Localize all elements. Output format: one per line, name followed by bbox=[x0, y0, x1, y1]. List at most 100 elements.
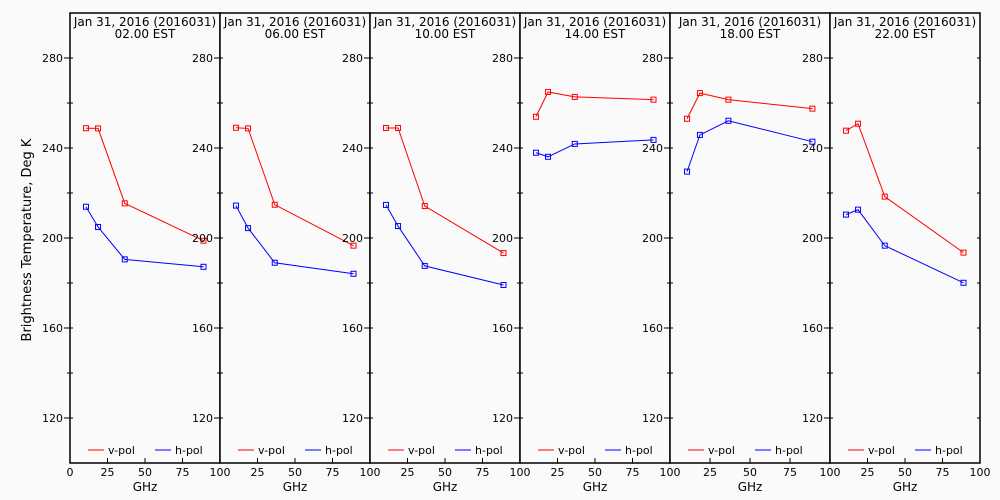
v-pol-point bbox=[571, 93, 578, 100]
y-tick-label: 160 bbox=[342, 322, 363, 335]
x-axis-label: GHz bbox=[583, 480, 608, 494]
panel-frame bbox=[219, 12, 371, 464]
v-pol-point bbox=[881, 193, 888, 200]
y-tick-label: 240 bbox=[192, 142, 213, 155]
v-pol-point bbox=[121, 200, 128, 207]
x-tick-label: 50 bbox=[138, 466, 152, 479]
x-tick-label: 25 bbox=[251, 466, 265, 479]
legend-label: v-pol bbox=[108, 444, 135, 457]
legend-label: v-pol bbox=[708, 444, 735, 457]
h-pol-point bbox=[545, 153, 552, 160]
v-pol-point bbox=[684, 115, 691, 122]
v-pol-line bbox=[535, 91, 654, 117]
x-tick-label: 75 bbox=[626, 466, 640, 479]
x-tick-label: 25 bbox=[861, 466, 875, 479]
h-pol-line bbox=[385, 204, 504, 286]
h-pol-point bbox=[382, 201, 389, 208]
panel-subtitle: 18.00 EST bbox=[720, 27, 781, 41]
h-pol-point bbox=[881, 242, 888, 249]
y-axis-label: Brightness Temperature, Deg K bbox=[20, 138, 35, 341]
y-tick-label: 160 bbox=[42, 322, 63, 335]
y-tick-label: 200 bbox=[492, 232, 513, 245]
panel-6: Jan 31, 2016 (2016031)22.00 EST 120 160 200… bbox=[802, 12, 991, 494]
x-tick-label: 100 bbox=[360, 466, 381, 479]
v-pol-line bbox=[385, 127, 504, 254]
v-pol-point bbox=[232, 124, 239, 131]
h-pol-point bbox=[696, 131, 703, 138]
y-tick-label: 200 bbox=[342, 232, 363, 245]
panel-subtitle: 02.00 EST bbox=[115, 27, 176, 41]
x-tick-label: 100 bbox=[970, 466, 991, 479]
panel-4: Jan 31, 2016 (2016031)14.00 EST 120 160 200… bbox=[492, 12, 681, 494]
x-tick-label: 25 bbox=[101, 466, 115, 479]
x-tick-label: 100 bbox=[210, 466, 231, 479]
panel-subtitle: 14.00 EST bbox=[565, 27, 626, 41]
panel-title: Jan 31, 2016 (2016031) bbox=[678, 15, 821, 29]
v-pol-point bbox=[395, 124, 402, 131]
y-tick-label: 200 bbox=[802, 232, 823, 245]
x-tick-label: 50 bbox=[438, 466, 452, 479]
y-tick-label: 160 bbox=[492, 322, 513, 335]
panel-frame bbox=[669, 12, 831, 464]
x-axis-label: GHz bbox=[133, 480, 158, 494]
y-tick-label: 120 bbox=[342, 412, 363, 425]
panel-subtitle: 06.00 EST bbox=[265, 27, 326, 41]
x-tick-label: 75 bbox=[176, 466, 190, 479]
legend-label: h-pol bbox=[325, 444, 353, 457]
v-pol-point bbox=[842, 127, 849, 134]
h-pol-line bbox=[686, 120, 813, 172]
y-tick-label: 200 bbox=[42, 232, 63, 245]
h-pol-point bbox=[650, 136, 657, 143]
y-tick-label: 280 bbox=[802, 52, 823, 65]
h-pol-point bbox=[725, 117, 732, 124]
y-tick-label: 200 bbox=[642, 232, 663, 245]
panel-title: Jan 31, 2016 (2016031) bbox=[223, 15, 366, 29]
panel-frame bbox=[69, 12, 221, 464]
x-tick-label: 100 bbox=[820, 466, 841, 479]
v-pol-point bbox=[696, 90, 703, 97]
h-pol-point bbox=[95, 223, 102, 230]
y-tick-label: 280 bbox=[192, 52, 213, 65]
h-pol-point bbox=[532, 149, 539, 156]
x-tick-label: 75 bbox=[936, 466, 950, 479]
v-pol-point bbox=[650, 96, 657, 103]
x-tick-label: 75 bbox=[326, 466, 340, 479]
x-axis-label: GHz bbox=[283, 480, 308, 494]
v-pol-point bbox=[960, 249, 967, 256]
h-pol-line bbox=[535, 139, 654, 158]
panel-title: Jan 31, 2016 (2016031) bbox=[833, 15, 976, 29]
v-pol-point bbox=[855, 120, 862, 127]
panel-frame bbox=[369, 12, 521, 464]
v-pol-point bbox=[421, 203, 428, 210]
v-pol-point bbox=[809, 105, 816, 112]
h-pol-point bbox=[121, 256, 128, 263]
h-pol-point bbox=[855, 206, 862, 213]
y-tick-label: 200 bbox=[192, 232, 213, 245]
y-tick-label: 280 bbox=[642, 52, 663, 65]
y-tick-label: 120 bbox=[492, 412, 513, 425]
y-tick-label: 240 bbox=[802, 142, 823, 155]
h-pol-point bbox=[571, 140, 578, 147]
panel-frame bbox=[829, 12, 981, 464]
y-tick-label: 160 bbox=[192, 322, 213, 335]
y-tick-label: 240 bbox=[492, 142, 513, 155]
v-pol-point bbox=[350, 242, 357, 249]
x-tick-label: 25 bbox=[703, 466, 717, 479]
panel-subtitle: 22.00 EST bbox=[875, 27, 936, 41]
h-pol-point bbox=[421, 262, 428, 269]
y-tick-label: 240 bbox=[42, 142, 63, 155]
x-tick-label: 100 bbox=[510, 466, 531, 479]
v-pol-point bbox=[532, 113, 539, 120]
h-pol-point bbox=[200, 263, 207, 270]
v-pol-point bbox=[500, 250, 507, 257]
h-pol-point bbox=[232, 202, 239, 209]
y-tick-label: 240 bbox=[642, 142, 663, 155]
panel-2: Jan 31, 2016 (2016031)06.00 EST 120 160 200… bbox=[192, 12, 381, 494]
v-pol-point bbox=[545, 88, 552, 95]
x-axis-label: GHz bbox=[738, 480, 763, 494]
v-pol-point bbox=[245, 125, 252, 132]
x-tick-label: 50 bbox=[288, 466, 302, 479]
h-pol-point bbox=[960, 279, 967, 286]
h-pol-line bbox=[235, 205, 354, 275]
